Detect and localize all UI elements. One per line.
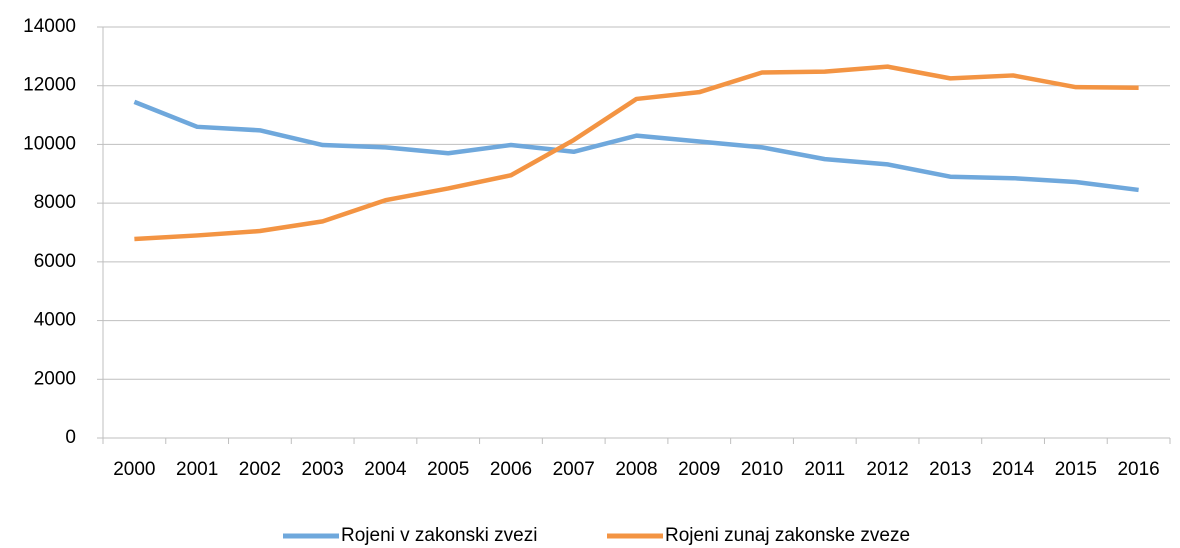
x-tick-label: 2002 — [239, 459, 281, 480]
x-tick-label: 2011 — [804, 459, 845, 480]
x-tick-label: 2004 — [364, 459, 407, 480]
y-tick-label: 2000 — [34, 368, 76, 389]
x-tick-label: 2014 — [992, 459, 1035, 480]
y-tick-label: 0 — [65, 427, 76, 448]
x-tick-label: 2009 — [678, 459, 720, 480]
y-tick-label: 14000 — [23, 16, 76, 37]
x-tick-label: 2013 — [929, 459, 971, 480]
x-tick-label: 2005 — [427, 459, 469, 480]
y-tick-label: 4000 — [34, 310, 76, 331]
x-tick-label: 2000 — [113, 459, 155, 480]
x-tick-label: 2008 — [615, 459, 657, 480]
x-tick-label: 2015 — [1055, 459, 1097, 480]
x-tick-label: 2001 — [176, 459, 218, 480]
x-tick-label: 2006 — [490, 459, 532, 480]
legend-label: Rojeni v zakonski zvezi — [341, 525, 537, 546]
x-tick-label: 2010 — [741, 459, 783, 480]
x-tick-label: 2007 — [553, 459, 595, 480]
x-tick-label: 2016 — [1117, 459, 1159, 480]
x-tick-label: 2012 — [866, 459, 908, 480]
series-line — [133, 99, 1139, 193]
series-line — [134, 64, 1139, 242]
y-tick-label: 6000 — [34, 251, 76, 272]
y-tick-label: 12000 — [23, 75, 76, 96]
y-tick-label: 10000 — [23, 133, 76, 154]
x-tick-label: 2003 — [302, 459, 344, 480]
legend-label: Rojeni zunaj zakonske zveze — [665, 525, 910, 546]
y-tick-label: 8000 — [34, 192, 76, 213]
